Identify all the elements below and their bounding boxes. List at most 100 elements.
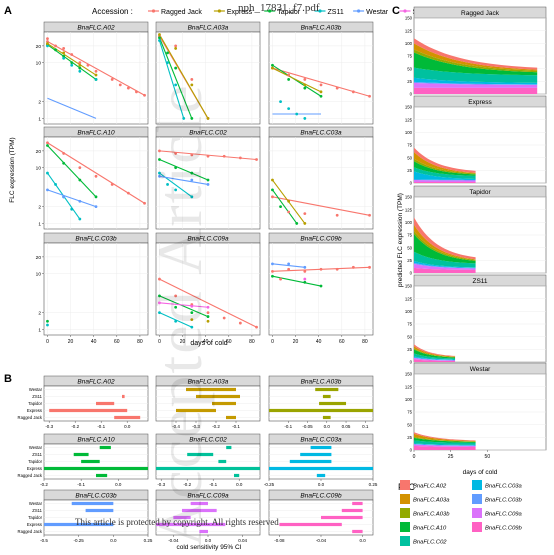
data-point bbox=[143, 201, 146, 205]
data-point bbox=[255, 325, 258, 329]
data-point bbox=[303, 277, 307, 281]
data-point bbox=[190, 153, 194, 157]
stacked-area bbox=[414, 440, 476, 445]
data-point bbox=[319, 284, 323, 288]
x-tick-label: 60 bbox=[339, 339, 345, 345]
x-tick-label: 60 bbox=[226, 339, 232, 345]
facet-title: BnaFLC.A03b bbox=[301, 379, 342, 386]
x-tick-label: 0.0 bbox=[205, 538, 212, 543]
facet-title: BnaFLC.C09b bbox=[300, 236, 342, 243]
y-tick-label: 75 bbox=[407, 143, 412, 148]
plot-area bbox=[43, 136, 149, 230]
x-tick-label: 20 bbox=[68, 339, 74, 345]
data-point bbox=[206, 183, 210, 186]
data-point bbox=[78, 63, 82, 67]
data-point bbox=[190, 195, 194, 199]
x-tick-label: 0 bbox=[413, 454, 416, 460]
data-point bbox=[158, 36, 161, 40]
data-point bbox=[158, 294, 161, 298]
x-tick-label: 0.1 bbox=[362, 424, 369, 429]
y-tick-label: 0 bbox=[410, 181, 413, 186]
facet-title: BnaFLC.C09a bbox=[187, 236, 229, 243]
data-point bbox=[174, 152, 178, 155]
legend-key bbox=[400, 522, 410, 532]
x-tick-label: -0.1 bbox=[77, 482, 85, 487]
stacked-area bbox=[414, 67, 538, 83]
stacked-area bbox=[414, 167, 476, 179]
stacked-area bbox=[414, 260, 476, 268]
plot-area bbox=[268, 31, 374, 125]
plot-area bbox=[268, 242, 374, 336]
data-point bbox=[126, 191, 130, 195]
facet-title: BnaFLC.A03b bbox=[301, 25, 342, 32]
ci-bar bbox=[226, 415, 236, 420]
stacked-area bbox=[414, 349, 456, 359]
y-tick-label: 150 bbox=[405, 105, 413, 110]
stacked-area bbox=[414, 357, 456, 361]
legend-title: Accession : bbox=[92, 7, 133, 16]
panel-a: A Accession : Ragged Jack Express Tapidor ZS1… bbox=[4, 5, 433, 347]
x-tick-label: -0.2 bbox=[183, 482, 191, 487]
facet-title: BnaFLC.C09b bbox=[300, 493, 342, 500]
category-label: Tapidor bbox=[28, 459, 42, 464]
data-point bbox=[94, 78, 98, 81]
ci-bar bbox=[315, 387, 339, 392]
data-point bbox=[190, 171, 194, 175]
legend-key bbox=[400, 480, 410, 490]
ci-bar bbox=[186, 387, 236, 392]
data-point bbox=[206, 117, 210, 120]
panel-c: C Ragged Jack 0 25 50 75 100 125 150 Express 0 25 50… bbox=[392, 5, 547, 546]
data-point bbox=[222, 316, 226, 320]
y-tick-label: 75 bbox=[407, 322, 412, 327]
facet-title: BnaFLC.A10 bbox=[77, 130, 115, 137]
stacked-area bbox=[414, 437, 476, 443]
stacked-area bbox=[414, 443, 476, 446]
ci-bar bbox=[156, 522, 226, 527]
y-axis-label: FLC expression (TPM) bbox=[9, 137, 16, 202]
plot-area bbox=[43, 31, 149, 125]
x-tick-label: 80 bbox=[362, 339, 368, 345]
data-point bbox=[46, 141, 49, 145]
stacked-area bbox=[414, 433, 476, 442]
regression-line bbox=[47, 189, 97, 208]
data-point bbox=[271, 178, 274, 182]
ci-bar bbox=[182, 508, 217, 513]
data-point bbox=[222, 154, 226, 158]
data-point bbox=[271, 262, 274, 266]
ci-bar bbox=[352, 501, 363, 506]
ci-bar bbox=[310, 445, 332, 450]
y-tick-label: 100 bbox=[405, 309, 413, 314]
data-point bbox=[271, 66, 274, 70]
data-point bbox=[46, 188, 49, 192]
ci-bar bbox=[341, 508, 363, 513]
data-point bbox=[174, 294, 178, 298]
data-point bbox=[126, 86, 130, 90]
facet-title: BnaFLC.C03b bbox=[75, 236, 117, 243]
x-tick-label: 0 bbox=[158, 339, 161, 345]
data-point bbox=[143, 93, 146, 97]
data-point bbox=[158, 149, 161, 153]
x-tick-label: -0.3 bbox=[157, 482, 165, 487]
facet-title: Ragged Jack bbox=[461, 10, 500, 17]
data-point bbox=[70, 53, 74, 56]
data-point bbox=[287, 107, 291, 111]
data-point bbox=[279, 205, 282, 209]
legend-label: ZS11 bbox=[328, 9, 344, 16]
ci-bar bbox=[352, 529, 363, 534]
regression-line bbox=[158, 37, 193, 119]
x-tick-label: -0.25 bbox=[74, 538, 85, 543]
data-point bbox=[190, 304, 194, 308]
y-tick-label: 100 bbox=[405, 41, 413, 46]
regression-line bbox=[47, 97, 97, 119]
data-point bbox=[319, 94, 323, 98]
facet-title: ZS11 bbox=[472, 278, 487, 285]
y-tick-label: 125 bbox=[405, 207, 413, 212]
data-point bbox=[335, 267, 339, 271]
data-point bbox=[54, 183, 57, 186]
data-point bbox=[94, 195, 98, 199]
data-point bbox=[70, 207, 74, 211]
x-tick-label: 40 bbox=[316, 339, 322, 345]
legend-label: BnaFLC.C02 bbox=[413, 540, 447, 546]
y-tick-label: 20 bbox=[36, 149, 42, 155]
data-point bbox=[174, 305, 178, 309]
